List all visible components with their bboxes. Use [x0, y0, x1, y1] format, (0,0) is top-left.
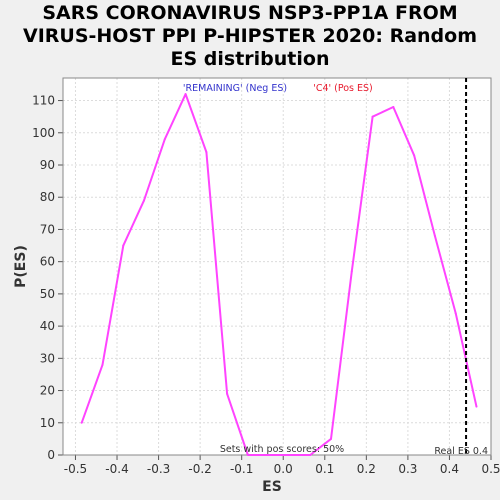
series-line [80, 93, 478, 456]
y-tick-label: 70 [40, 222, 55, 236]
series-point [413, 154, 416, 157]
legend-entry: 'REMAINING' (Neg ES) [183, 83, 287, 94]
y-tick-label: 80 [40, 190, 55, 204]
series-point [309, 454, 312, 456]
series-point [143, 199, 146, 202]
x-tick-label: -0.1 [230, 462, 253, 476]
series-point [80, 421, 83, 424]
x-tick-label: 0.1 [315, 462, 334, 476]
x-tick-label: 0.2 [357, 462, 376, 476]
series-point [371, 115, 374, 118]
series-point [392, 106, 395, 108]
series-point [454, 312, 457, 315]
x-tick-label: 0.4 [440, 462, 459, 476]
series-point [184, 93, 187, 96]
y-tick-label: 0 [47, 448, 55, 462]
series-point [163, 138, 166, 141]
y-tick-label: 110 [32, 94, 55, 108]
series-point [433, 234, 436, 237]
plot-area [63, 78, 491, 455]
real-es-label: Real ES 0.4 [434, 446, 488, 457]
x-tick-label: -0.2 [188, 462, 211, 476]
series-point [226, 392, 229, 395]
pos-scores-annotation: Sets with pos scores: 50% [220, 444, 344, 455]
series-point [246, 454, 249, 456]
series-point [101, 363, 104, 366]
x-tick-label: -0.3 [147, 462, 170, 476]
y-tick-label: 10 [40, 416, 55, 430]
series-point [330, 437, 333, 440]
y-tick-label: 100 [32, 126, 55, 140]
x-tick-label: 0.3 [398, 462, 417, 476]
x-tick-label: 0.0 [274, 462, 293, 476]
y-tick-label: 30 [40, 351, 55, 365]
series-point [267, 454, 270, 456]
y-tick-label: 90 [40, 158, 55, 172]
x-tick-label: 0.5 [481, 462, 500, 476]
series-point [205, 151, 208, 154]
y-tick-label: 60 [40, 255, 55, 269]
y-tick-label: 50 [40, 287, 55, 301]
chart-title: SARS CORONAVIRUS NSP3-PP1A FROM VIRUS-HO… [22, 2, 477, 70]
x-axis-title: ES [262, 479, 282, 495]
y-tick-label: 20 [40, 384, 55, 398]
series-point [475, 405, 478, 408]
x-tick-label: -0.4 [105, 462, 128, 476]
y-tick-label: 40 [40, 319, 55, 333]
x-tick-label: -0.5 [64, 462, 87, 476]
series-point [350, 270, 353, 273]
legend-entry: 'C4' (Pos ES) [313, 83, 373, 94]
y-axis-title: P(ES) [13, 245, 29, 288]
series-point [288, 454, 291, 456]
series-point [122, 244, 125, 247]
